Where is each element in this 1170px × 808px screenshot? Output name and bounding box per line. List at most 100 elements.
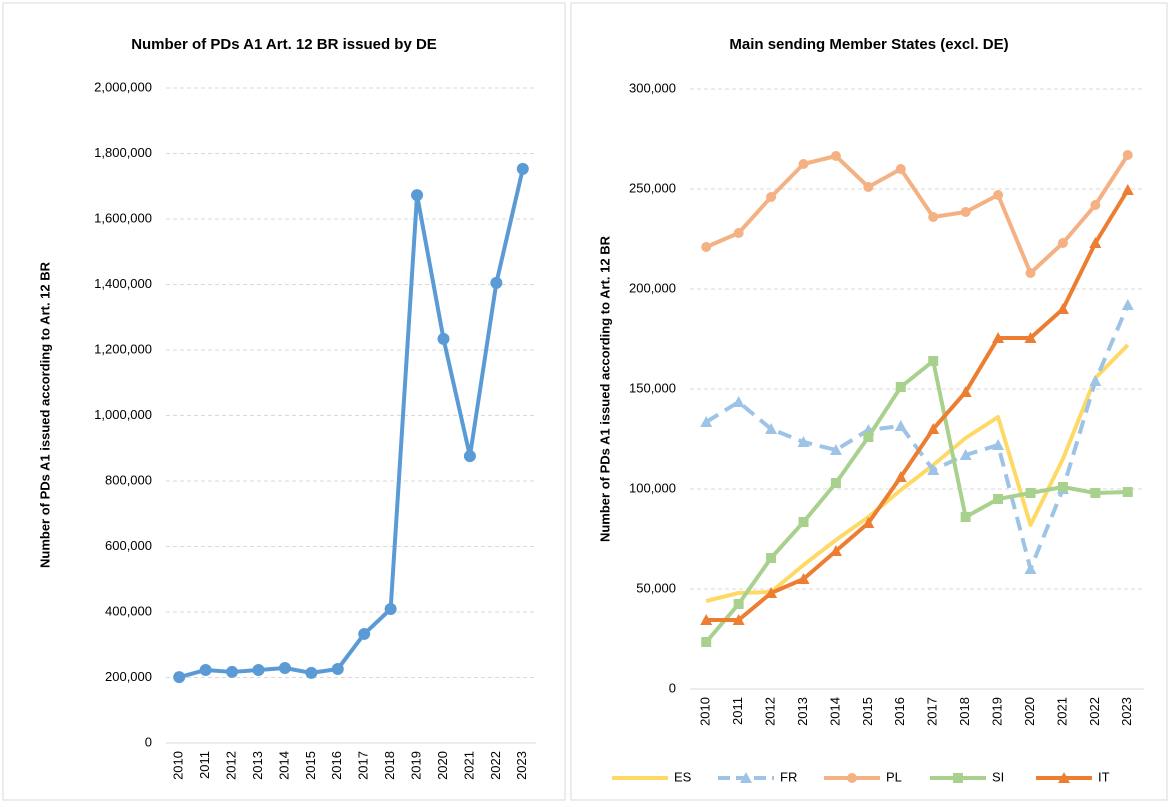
legend-label: PL: [886, 769, 902, 784]
marker: [1121, 184, 1134, 195]
y-tick-label: 800,000: [105, 472, 152, 487]
marker: [1057, 238, 1068, 248]
marker: [701, 637, 712, 647]
legend-marker: [1058, 772, 1070, 783]
x-tick-label: 2019: [409, 751, 424, 780]
x-tick-label: 2011: [730, 697, 745, 725]
marker: [829, 545, 842, 556]
x-tick-label: 2010: [698, 697, 713, 726]
y-tick-label: 1,000,000: [94, 407, 152, 422]
marker: [1121, 299, 1134, 310]
marker: [1089, 375, 1102, 386]
y-tick-label: 100,000: [629, 480, 676, 495]
marker: [1090, 200, 1101, 210]
x-tick-label: 2013: [250, 751, 265, 780]
marker: [765, 587, 778, 598]
marker: [862, 517, 875, 528]
marker: [305, 666, 318, 679]
marker: [1057, 482, 1068, 492]
marker: [895, 164, 906, 174]
line: [705, 153, 1130, 275]
x-tick-label: 2015: [860, 697, 875, 726]
marker: [732, 396, 745, 407]
marker: [733, 228, 744, 238]
marker: [1122, 487, 1133, 497]
marker: [829, 444, 842, 455]
marker: [959, 386, 972, 397]
marker: [463, 450, 476, 463]
panel-left: [2, 2, 566, 801]
marker: [384, 603, 397, 616]
legend-marker: [953, 773, 963, 783]
legend-label: SI: [992, 769, 1004, 784]
panel-right: [570, 2, 1168, 801]
marker: [732, 614, 745, 625]
marker: [1024, 332, 1037, 343]
x-tick-label: 2022: [1087, 697, 1102, 726]
marker: [830, 478, 841, 488]
marker: [358, 627, 371, 640]
y-tick-label: 200,000: [629, 280, 676, 295]
marker: [992, 439, 1005, 450]
x-tick-label: 2011: [197, 751, 212, 779]
marker: [797, 573, 810, 584]
marker: [700, 614, 713, 625]
x-tick-label: 2020: [1022, 697, 1037, 726]
marker: [960, 207, 971, 217]
x-tick-label: 2021: [461, 751, 476, 780]
y-tick-label: 0: [145, 734, 152, 749]
legend-marker: [740, 772, 752, 783]
x-tick-label: 2012: [763, 697, 778, 726]
marker: [701, 242, 712, 252]
marker: [993, 190, 1004, 200]
legend-marker: [847, 773, 857, 783]
x-tick-label: 2016: [892, 697, 907, 726]
chart-title: Number of PDs A1 Art. 12 BR issued by DE: [131, 36, 437, 53]
y-tick-label: 150,000: [629, 380, 676, 395]
marker: [863, 432, 874, 442]
marker: [437, 332, 450, 345]
marker: [226, 665, 239, 678]
marker: [798, 517, 809, 527]
marker: [766, 553, 777, 563]
marker: [797, 436, 810, 447]
marker: [331, 662, 344, 675]
marker: [1122, 150, 1133, 160]
chart-title: Main sending Member States (excl. DE): [729, 36, 1008, 53]
x-tick-label: 2018: [957, 697, 972, 726]
y-tick-label: 1,200,000: [94, 341, 152, 356]
marker: [252, 663, 265, 676]
marker: [1056, 303, 1069, 314]
x-tick-label: 2023: [514, 751, 529, 780]
marker: [863, 182, 874, 192]
x-tick-label: 2014: [276, 751, 291, 780]
x-tick-label: 2019: [990, 697, 1005, 726]
y-tick-label: 250,000: [629, 180, 676, 195]
y-tick-label: 200,000: [105, 669, 152, 684]
y-axis-label: Number of PDs A1 issued according to Art…: [37, 261, 52, 568]
x-tick-label: 2016: [329, 751, 344, 780]
marker: [960, 512, 971, 522]
marker: [1024, 563, 1037, 574]
x-tick-label: 2014: [827, 697, 842, 726]
line: [705, 304, 1130, 571]
legend-label: FR: [780, 769, 797, 784]
x-tick-label: 2018: [382, 751, 397, 780]
marker: [411, 189, 424, 202]
y-tick-label: 1,600,000: [94, 210, 152, 225]
marker: [894, 420, 907, 431]
y-tick-label: 0: [669, 680, 676, 695]
x-tick-label: 2010: [171, 751, 186, 780]
marker: [733, 599, 744, 609]
marker: [928, 212, 939, 222]
y-tick-label: 1,800,000: [94, 145, 152, 160]
marker: [1089, 237, 1102, 248]
legend-label: IT: [1098, 769, 1110, 784]
line: [705, 343, 1130, 603]
marker: [766, 192, 777, 202]
x-tick-label: 2012: [224, 751, 239, 780]
marker: [927, 423, 940, 434]
x-tick-label: 2017: [356, 751, 371, 780]
x-tick-label: 2021: [1054, 697, 1069, 726]
